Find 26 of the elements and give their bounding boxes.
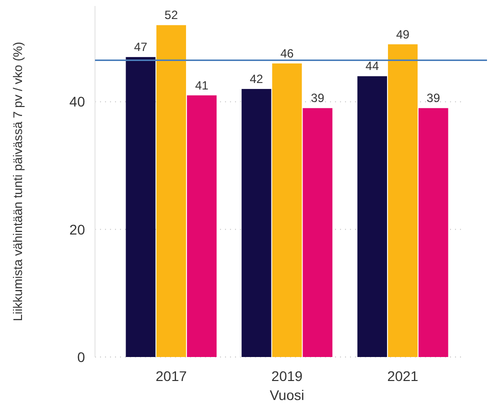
data-label: 49	[396, 27, 410, 42]
data-label: 44	[366, 59, 380, 74]
bar	[242, 88, 272, 357]
bar	[418, 108, 448, 357]
data-label: 39	[310, 91, 325, 106]
bar	[186, 95, 217, 357]
bar	[302, 108, 332, 357]
data-label: 39	[426, 91, 440, 106]
data-label: 47	[134, 40, 148, 54]
x-axis-title: Vuosi	[270, 387, 304, 403]
y-tick-label: 20	[69, 221, 86, 238]
x-tick-label: 2017	[156, 368, 187, 384]
y-tick-label: 40	[69, 94, 86, 110]
bar	[357, 76, 388, 357]
bar	[272, 63, 302, 357]
data-label: 52	[164, 8, 178, 22]
x-tick-label: 2021	[387, 368, 419, 384]
data-label: 46	[280, 46, 294, 60]
bar	[156, 25, 186, 357]
x-tick-label: 2019	[271, 368, 303, 384]
y-axis-title: Liikkumista vähintään tunti päivässä 7 pv / vko (%)	[11, 42, 25, 322]
data-label: 41	[195, 78, 209, 92]
data-label: 42	[250, 72, 264, 86]
bar	[126, 57, 156, 357]
bar	[388, 44, 418, 357]
y-tick-label: 0	[77, 348, 86, 365]
